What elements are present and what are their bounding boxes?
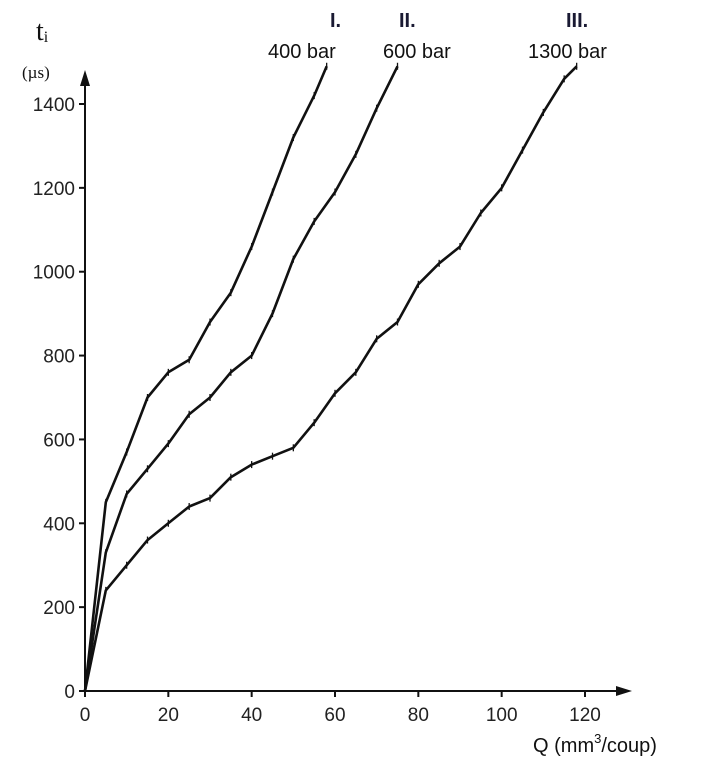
- x-axis-unit-prefix: (mm: [554, 735, 594, 757]
- x-tick-label: 60: [324, 705, 345, 726]
- series-I-line: [83, 65, 328, 692]
- x-tick-label: 100: [486, 705, 518, 726]
- y-tick-label: 1200: [33, 179, 75, 200]
- series-II-numeral: II.: [399, 10, 416, 32]
- y-tick-label: 1400: [33, 95, 75, 116]
- series-I-pressure-label: 400 bar: [268, 41, 336, 63]
- y-axis-arrowhead: [80, 70, 90, 86]
- y-axis-unit: (µs): [22, 63, 50, 82]
- series-lines: [83, 62, 578, 692]
- series-II-pressure-label: 600 bar: [383, 41, 451, 63]
- y-ticks: 0 200 400 600 800 1000 1200 1400: [33, 95, 85, 703]
- y-tick-label: 800: [43, 347, 75, 368]
- y-tick-label: 200: [43, 598, 75, 619]
- x-tick-label: 20: [158, 705, 179, 726]
- y-axis-symbol: t: [36, 16, 44, 47]
- x-axis-symbol: Q: [533, 735, 549, 757]
- x-tick-label: 40: [241, 705, 262, 726]
- x-ticks: 0 20 40 60 80 100 120: [80, 691, 601, 726]
- x-axis-title: Q (mm3/coup): [533, 731, 657, 757]
- y-tick-label: 600: [43, 430, 75, 451]
- y-tick-label: 1000: [33, 263, 75, 284]
- x-axis-arrowhead: [616, 686, 632, 696]
- series-III-pressure-label: 1300 bar: [528, 41, 607, 63]
- x-tick-label: 120: [569, 705, 601, 726]
- series-I-numeral: I.: [330, 10, 341, 32]
- x-axis-unit-suffix: /coup): [601, 735, 657, 757]
- y-tick-label: 400: [43, 514, 75, 535]
- y-axis-title: ti: [36, 16, 49, 47]
- series-III-line: [83, 65, 578, 692]
- y-tick-label: 0: [64, 682, 75, 703]
- series-II-line: [83, 65, 399, 692]
- y-axis-subscript: i: [44, 29, 49, 46]
- x-tick-label: 80: [408, 705, 429, 726]
- x-axis-unit-superscript: 3: [594, 731, 601, 746]
- x-tick-label: 0: [80, 705, 91, 726]
- series-III-numeral: III.: [566, 10, 588, 32]
